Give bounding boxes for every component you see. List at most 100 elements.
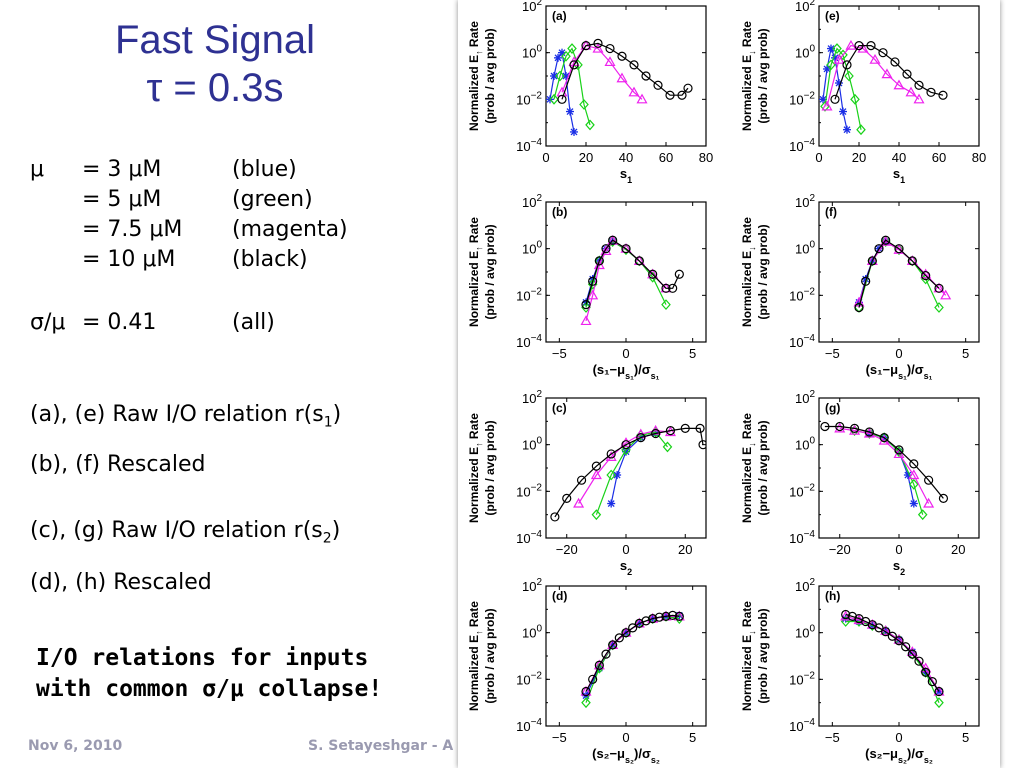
star-stroke xyxy=(566,108,574,115)
data-point xyxy=(668,283,678,293)
x-tick-label: 40 xyxy=(619,150,633,165)
legend-conc-1: = 3 μM xyxy=(82,157,162,182)
y-tick-label: 10−4 xyxy=(789,333,815,350)
data-point xyxy=(908,469,920,480)
y-axis-label-2: (prob / avg prob) xyxy=(756,224,770,319)
data-point xyxy=(591,509,602,521)
data-point xyxy=(938,493,949,503)
sigma-symbol: σ/μ xyxy=(30,310,66,335)
y-axis-label-2: (prob / avg prob) xyxy=(756,608,770,703)
y-axis-label-text: Normalized E xyxy=(467,55,481,131)
x-axis-label-text: (s₂−μ xyxy=(865,746,898,761)
series-black xyxy=(550,423,706,522)
data-point xyxy=(917,509,928,521)
x-axis-label-sub: 2 xyxy=(900,567,905,577)
series-magenta xyxy=(821,39,925,111)
y-axis-label-text: Normalized E xyxy=(740,447,754,523)
data-point xyxy=(562,493,572,503)
star-stroke xyxy=(558,49,566,57)
y-tick-label: 102 xyxy=(522,389,542,406)
data-point xyxy=(867,256,877,266)
x-axis-label-text: (s₁−μ xyxy=(593,362,626,377)
y-tick-exponent: 0 xyxy=(809,624,815,635)
data-point xyxy=(636,433,646,443)
x-tick-label: 0 xyxy=(622,730,629,745)
y-tick-label: 10−2 xyxy=(789,482,815,499)
y-axis-label-tail: Rate xyxy=(740,413,754,443)
data-point xyxy=(641,616,651,626)
y-axis-label: Normalized E↓ Rate xyxy=(740,21,757,131)
data-point xyxy=(594,660,604,670)
x-axis-label-text: s xyxy=(893,558,900,573)
x-axis-label-sub: 1 xyxy=(627,175,632,185)
data-point xyxy=(934,302,944,313)
series-line-green xyxy=(553,47,591,126)
star-stroke xyxy=(819,95,827,103)
label-dh: (d), (h) Rescaled xyxy=(30,570,212,595)
data-point xyxy=(907,256,917,266)
legend-conc-3: = 7.5 μM xyxy=(82,217,183,242)
y-axis-label-tail: Rate xyxy=(467,217,481,247)
y-tick-label: 10−2 xyxy=(789,286,815,303)
star-stroke xyxy=(827,45,835,53)
x-tick-label: 60 xyxy=(932,150,946,165)
star-stroke xyxy=(843,126,851,134)
data-point xyxy=(841,609,851,620)
y-tick-exponent: 0 xyxy=(809,436,815,447)
y-tick-label: 102 xyxy=(522,193,542,210)
y-tick-exponent: 2 xyxy=(536,0,542,8)
y-axis-label-sub: ↓ xyxy=(747,246,757,251)
x-axis-label-sub: 1 xyxy=(900,175,905,185)
y-tick-label: 10−2 xyxy=(516,286,542,303)
y-tick-exponent: 0 xyxy=(809,44,815,55)
x-axis-label: (s₂−μs₂)/σs₂ xyxy=(592,746,660,765)
y-axis-label-tail: Rate xyxy=(467,413,481,443)
data-point xyxy=(600,245,612,256)
data-point xyxy=(567,43,577,54)
y-tick-label: 102 xyxy=(522,0,542,14)
x-axis-label: s2 xyxy=(893,558,905,577)
x-tick-label: −5 xyxy=(825,730,840,745)
y-axis-label-text: Normalized E xyxy=(740,635,754,711)
data-point xyxy=(921,667,931,677)
y-tick-label: 100 xyxy=(522,44,542,61)
x-axis-label-tail: )/σ xyxy=(634,746,651,761)
x-tick-label: 5 xyxy=(689,346,696,361)
series-line-magenta xyxy=(561,44,643,100)
x-axis-label: s1 xyxy=(893,166,905,185)
y-tick-exponent: 2 xyxy=(809,389,815,400)
x-axis-label-sub: s₁ xyxy=(898,371,907,381)
y-tick-label: 10−4 xyxy=(516,717,542,734)
data-point xyxy=(820,421,830,432)
star-stroke xyxy=(550,72,558,80)
data-point xyxy=(934,283,944,293)
data-point xyxy=(661,283,671,293)
x-axis-label-sub2: s₂ xyxy=(924,755,933,765)
data-point xyxy=(844,70,854,82)
y-axis-label-text: Normalized E xyxy=(467,447,481,523)
series-line-black xyxy=(824,425,944,499)
y-axis-label-tail: Rate xyxy=(740,21,754,51)
data-point xyxy=(921,271,931,281)
y-tick-exponent: 2 xyxy=(536,389,542,400)
y-tick-label: 100 xyxy=(522,624,542,641)
y-tick-label: 10−2 xyxy=(789,670,815,687)
y-tick-exponent: −4 xyxy=(804,333,816,344)
x-tick-label: 0 xyxy=(815,150,822,165)
x-tick-label: 0 xyxy=(895,346,902,361)
data-point xyxy=(621,628,631,638)
data-point xyxy=(894,636,904,646)
x-tick-label: 0 xyxy=(622,542,629,557)
data-point xyxy=(665,426,676,436)
panel-label: (b) xyxy=(552,205,567,219)
y-tick-exponent: 2 xyxy=(809,193,815,204)
plot-frame xyxy=(818,397,980,539)
x-axis-label: (s₁−μs₁)/σs₁ xyxy=(866,362,933,381)
data-point xyxy=(839,107,847,116)
data-point xyxy=(668,610,678,620)
data-point xyxy=(621,440,631,450)
data-point xyxy=(924,475,934,485)
x-tick-label: 80 xyxy=(699,150,713,165)
